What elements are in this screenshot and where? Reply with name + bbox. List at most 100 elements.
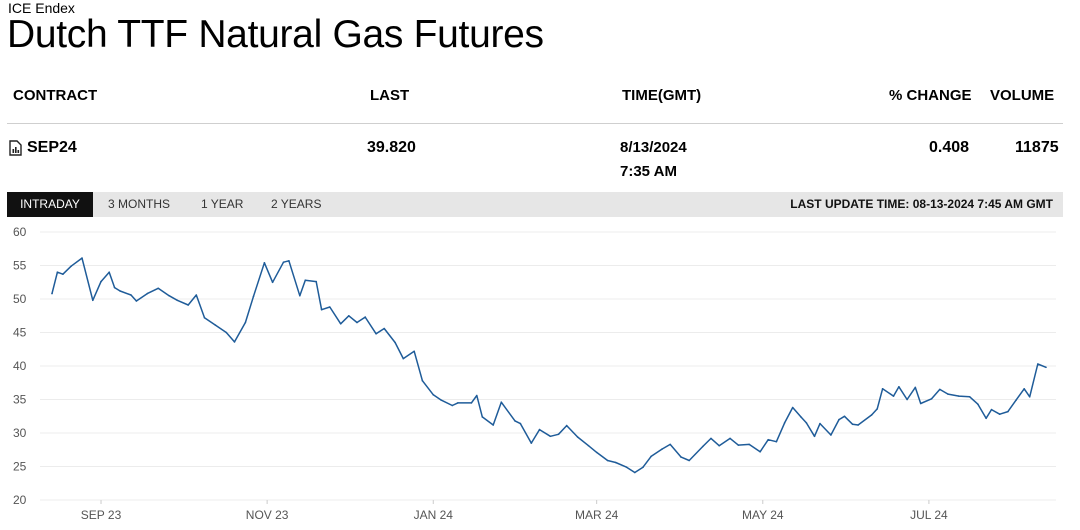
data-point <box>587 444 590 447</box>
column-header-last: LAST <box>370 87 410 104</box>
data-point <box>851 423 854 426</box>
data-point <box>606 459 609 462</box>
data-point <box>1007 410 1009 413</box>
data-point <box>271 281 274 284</box>
x-tick-label: MAR 24 <box>575 508 619 522</box>
data-point <box>92 299 94 302</box>
data-point <box>870 414 873 416</box>
data-point <box>187 304 189 306</box>
data-point <box>383 327 386 330</box>
data-point <box>263 262 266 264</box>
data-point <box>514 420 516 422</box>
data-point <box>538 428 541 431</box>
data-point <box>1015 399 1017 401</box>
y-tick-label: 50 <box>13 292 27 306</box>
data-point <box>299 294 301 297</box>
tab-3-months[interactable]: 3 MONTHS <box>108 197 171 211</box>
data-point <box>375 333 377 335</box>
x-tick-label: MAY 24 <box>742 508 784 522</box>
tab-intraday[interactable]: INTRADAY <box>7 192 93 217</box>
data-point <box>282 261 285 263</box>
data-point <box>843 415 846 418</box>
data-point <box>914 386 917 389</box>
data-point <box>413 350 416 353</box>
y-tick-label: 35 <box>13 393 27 407</box>
data-point <box>225 331 228 334</box>
y-tick-label: 45 <box>13 326 27 340</box>
data-point <box>702 445 704 448</box>
y-tick-label: 55 <box>13 259 27 273</box>
data-point <box>157 287 159 290</box>
x-tick-label: SEP 23 <box>81 508 122 522</box>
data-point <box>119 290 121 292</box>
data-point <box>958 395 960 397</box>
data-point <box>203 317 206 319</box>
data-point <box>634 471 636 474</box>
data-point <box>492 424 495 426</box>
data-point <box>857 424 859 426</box>
column-header-time: TIME(GMT) <box>622 87 702 104</box>
data-point <box>892 395 895 397</box>
data-point <box>421 379 424 382</box>
data-point <box>320 308 323 311</box>
data-point <box>481 416 484 418</box>
data-point <box>233 341 236 343</box>
data-point <box>625 466 628 468</box>
data-point <box>113 286 116 289</box>
data-point <box>650 455 652 458</box>
column-header-volume: VOLUME <box>990 87 1055 104</box>
trade-time-text: 7:35 AM <box>620 163 677 180</box>
data-point <box>968 396 971 398</box>
data-point <box>364 316 367 318</box>
data-point <box>680 456 682 458</box>
percent-change: 0.408 <box>929 139 970 156</box>
data-point <box>830 434 832 436</box>
data-point <box>881 388 884 390</box>
data-point <box>168 294 170 297</box>
data-point <box>710 437 712 440</box>
contract-cell[interactable]: SEP24 <box>9 138 77 158</box>
data-point <box>146 292 149 295</box>
data-point <box>977 403 979 405</box>
data-point <box>919 402 922 405</box>
data-point <box>748 443 750 446</box>
data-point <box>595 451 598 454</box>
data-point <box>759 451 761 453</box>
data-point <box>51 292 53 295</box>
data-point <box>457 402 459 404</box>
data-point <box>432 394 435 396</box>
data-point <box>394 341 396 344</box>
data-point <box>998 413 1001 415</box>
data-point <box>876 408 878 410</box>
data-point <box>135 300 138 302</box>
data-point <box>688 459 690 462</box>
data-point <box>947 393 949 395</box>
y-tick-label: 40 <box>13 359 27 373</box>
document-chart-icon <box>9 140 22 156</box>
data-point <box>737 444 740 446</box>
data-point <box>898 386 900 388</box>
data-point <box>500 401 503 403</box>
data-point <box>108 271 110 273</box>
data-point <box>718 444 720 447</box>
data-point <box>56 271 59 273</box>
data-point <box>470 402 473 404</box>
data-point <box>614 461 617 464</box>
data-point <box>791 406 794 409</box>
data-point <box>939 388 941 391</box>
tab-2-years[interactable]: 2 YEARS <box>271 197 322 211</box>
trade-date-text: 8/13/2024 <box>620 139 687 156</box>
x-tick-label: JUL 24 <box>910 508 948 522</box>
data-point <box>1023 388 1025 390</box>
data-point <box>304 279 307 281</box>
data-point <box>783 422 786 424</box>
x-tick-label: NOV 23 <box>246 508 289 522</box>
data-point <box>906 398 908 401</box>
data-point <box>195 294 198 296</box>
tab-1-year[interactable]: 1 YEAR <box>201 197 244 211</box>
data-point <box>348 315 350 317</box>
data-point <box>1037 363 1039 365</box>
data-point <box>451 404 454 407</box>
data-point <box>805 422 808 424</box>
contract-name: SEP24 <box>27 139 77 156</box>
